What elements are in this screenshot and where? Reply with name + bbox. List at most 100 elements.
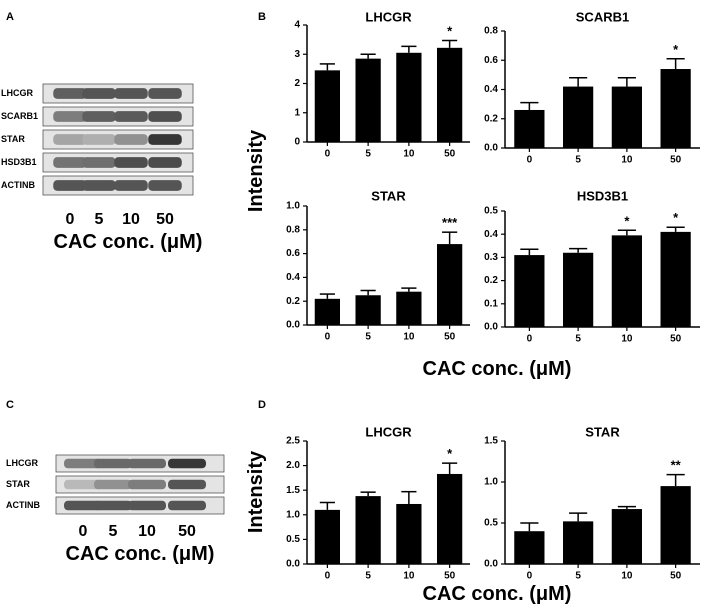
y-tick-label: 1.0 (286, 201, 300, 212)
bar (563, 86, 594, 148)
y-tick-label: 3 (294, 49, 300, 60)
x-tick-label: 50 (670, 333, 682, 344)
y-tick-label: 2.5 (286, 436, 300, 447)
y-tick-label: 0.3 (484, 252, 498, 263)
blot-row-label: SCARB1 (1, 111, 38, 121)
bar (563, 252, 594, 327)
y-tick-label: 0.8 (286, 224, 300, 235)
x-tick-label: 50 (670, 570, 682, 581)
y-tick-label: 4 (294, 20, 300, 31)
y-tick-label: 0.6 (286, 248, 300, 259)
bar (314, 70, 341, 142)
bar (396, 52, 422, 142)
chart-title: LHCGR (365, 10, 412, 25)
x-tick-label: 5 (365, 148, 371, 159)
x-tick-label: 0 (325, 331, 331, 342)
x-tick-label: 5 (365, 570, 371, 581)
x-tick-label: 10 (403, 570, 415, 581)
blot-lane-label: 10 (138, 523, 156, 540)
bar (611, 86, 642, 148)
y-axis-label-bottom: Intensity (245, 450, 267, 533)
bar (396, 503, 422, 564)
y-tick-label: 0.5 (484, 518, 498, 529)
x-tick-label: 5 (365, 331, 371, 342)
blot-lane-label: 50 (178, 523, 196, 540)
blot-band (114, 157, 148, 168)
bar (355, 58, 381, 143)
blot-band (53, 157, 87, 168)
blot-band (64, 479, 102, 490)
x-tick-label: 5 (575, 570, 581, 581)
blot-band (82, 157, 116, 168)
blot-row-label: STAR (1, 134, 25, 144)
blot-band (128, 458, 166, 469)
y-tick-label: 0.5 (286, 534, 300, 545)
blot-band (114, 88, 148, 99)
blot-band (53, 134, 87, 145)
blot-band (82, 180, 116, 191)
chart-title: LHCGR (365, 425, 412, 440)
y-tick-label: 0.6 (484, 55, 498, 66)
blot-row-label: ACTINB (6, 500, 40, 510)
y-tick-label: 0.4 (286, 272, 300, 283)
blot-band (82, 88, 116, 99)
bar (514, 255, 545, 327)
bar (611, 235, 642, 327)
y-tick-label: 0.4 (484, 84, 498, 95)
bar (660, 486, 691, 564)
blot-band (64, 458, 102, 469)
y-tick-label: 0.4 (484, 229, 498, 240)
blot-x-axis-label: CAC conc. (μM) (54, 231, 203, 253)
blot-lane-label: 0 (79, 523, 88, 540)
x-tick-label: 50 (444, 570, 456, 581)
chart-title: STAR (585, 425, 620, 440)
blot-band (64, 500, 102, 511)
y-tick-label: 0.2 (286, 296, 300, 307)
y-tick-label: 0.0 (484, 559, 498, 570)
western-blot-c: LHCGR STAR ACTINB 0 5 10 50 CAC conc. (μM) (6, 454, 225, 565)
x-tick-label: 0 (325, 570, 331, 581)
bar-chart-lhcgr-b: LHCGR 0 1 2 3 4 0 5 10 50 * (294, 10, 470, 159)
panel-letter-d: D (258, 399, 266, 411)
blot-band (53, 111, 87, 122)
western-blot-a: LHCGR SCARB1 STAR HSD3B1 ACTINB 0 5 10 50 CAC con… (1, 83, 203, 253)
y-tick-label: 0.0 (286, 559, 300, 570)
chart-title: STAR (371, 189, 406, 204)
blot-band (168, 500, 206, 511)
blot-row-label: LHCGR (6, 458, 38, 468)
y-tick-label: 0.2 (484, 113, 498, 124)
bar (314, 509, 341, 564)
x-tick-label: 0 (527, 333, 533, 344)
y-tick-label: 2.0 (286, 460, 300, 471)
blot-band (94, 500, 132, 511)
bar (436, 244, 463, 325)
bar (436, 473, 463, 564)
blot-band (148, 157, 182, 168)
chart-title: SCARB1 (576, 10, 629, 25)
blot-band (94, 458, 132, 469)
significance-marker: * (447, 24, 453, 39)
significance-marker: *** (442, 215, 458, 230)
blot-row-label: ACTINB (1, 180, 35, 190)
bar (563, 521, 594, 564)
y-tick-label: 0.8 (484, 26, 498, 37)
x-tick-label: 10 (621, 333, 633, 344)
chart-title: HSD3B1 (577, 189, 628, 204)
y-tick-label: 0.1 (484, 298, 498, 309)
blot-band (148, 111, 182, 122)
bar (436, 47, 463, 142)
bar (396, 291, 422, 325)
y-tick-label: 0.2 (484, 275, 498, 286)
bar (514, 109, 545, 148)
bar-chart-star-b: STAR 0.0 0.2 0.4 0.6 0.8 1.0 0 5 10 50 *** (286, 189, 470, 342)
y-tick-label: 1.0 (484, 477, 498, 488)
bar-chart-lhcgr-d: LHCGR 0.0 0.5 1.0 1.5 2.0 2.5 0 5 10 50 * (286, 425, 470, 581)
x-tick-label: 10 (403, 331, 415, 342)
bar (660, 69, 691, 148)
significance-marker: * (624, 213, 630, 228)
blot-band (53, 88, 87, 99)
y-tick-label: 0.5 (484, 206, 498, 217)
blot-lane-label: 50 (156, 211, 174, 228)
blot-band (148, 180, 182, 191)
